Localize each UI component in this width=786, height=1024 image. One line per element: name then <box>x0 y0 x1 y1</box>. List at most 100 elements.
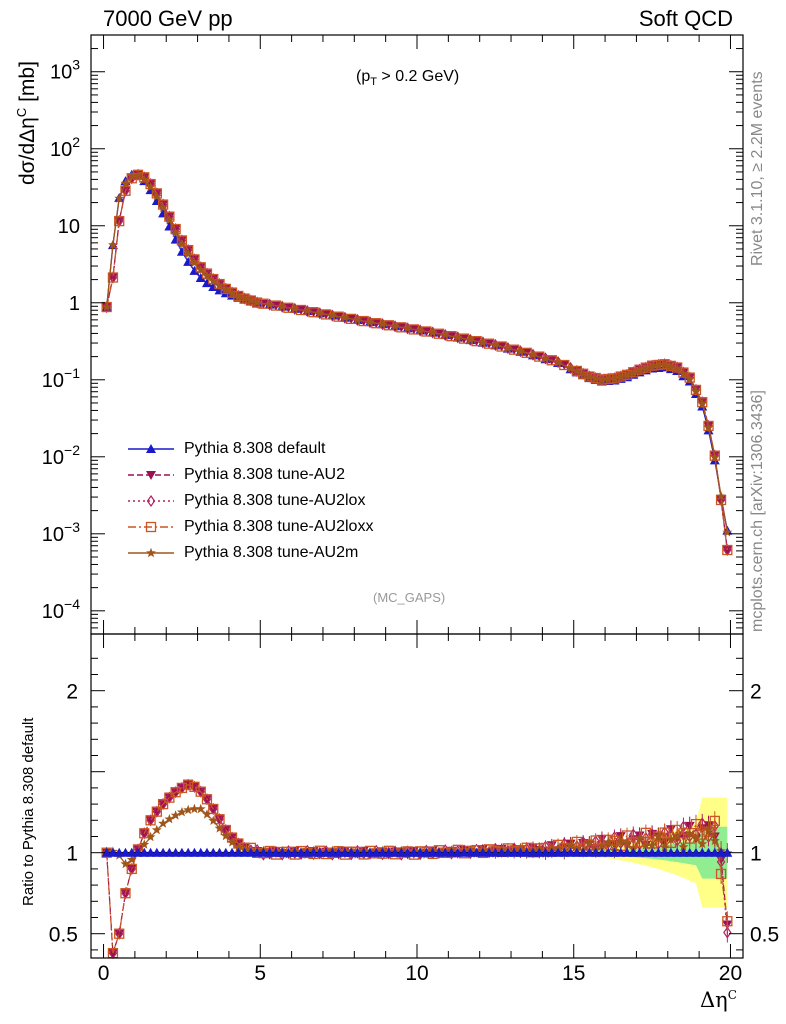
ratio-point-default <box>634 847 645 857</box>
analysis-name-label: (MC_GAPS) <box>373 590 446 605</box>
top-point-4 <box>647 361 657 371</box>
ratio-point-default <box>195 847 206 857</box>
y-tick-label: 1 <box>69 293 80 315</box>
ratio-point-default <box>133 847 144 857</box>
top-point-4 <box>427 327 438 337</box>
top-point-3 <box>107 272 119 283</box>
ratio-point-4 <box>158 818 168 828</box>
ratio-point-default <box>252 847 263 857</box>
top-point-4 <box>528 349 538 360</box>
ratio-point-4 <box>653 830 664 840</box>
top-point-3 <box>722 544 733 556</box>
ratio-point-3 <box>157 798 169 810</box>
ratio-point-default <box>227 847 238 857</box>
ratio-point-4 <box>189 803 200 814</box>
top-point-4 <box>314 308 325 318</box>
top-point-4 <box>565 363 576 373</box>
ratio-point-3 <box>139 828 150 839</box>
ratio-point-default <box>459 847 470 857</box>
legend-item-au2lox: Pythia 8.308 tune-AU2lox <box>126 488 373 514</box>
top-point-4 <box>252 297 263 307</box>
top-point-3 <box>120 185 131 196</box>
ratio-point-default <box>471 847 482 857</box>
top-point-4 <box>640 363 651 373</box>
ratio-y-tick-label-right: 2 <box>750 681 762 704</box>
ratio-point-default <box>559 847 570 857</box>
top-point-4 <box>722 527 733 537</box>
ratio-point-4 <box>684 828 695 838</box>
ratio-point-default <box>258 847 269 857</box>
y-tick-exponent: −1 <box>64 365 80 381</box>
ratio-point-3 <box>145 815 156 826</box>
top-point-0 <box>176 246 187 256</box>
y-tick-label: 102 <box>50 134 80 161</box>
ratio-point-default <box>578 847 589 857</box>
ratio-point-2 <box>723 926 732 939</box>
process-label: Soft QCD <box>638 6 733 31</box>
ratio-point-default <box>540 847 551 857</box>
top-point-4 <box>691 386 701 396</box>
ratio-point-default <box>183 847 194 857</box>
ratio-point-default <box>383 847 394 857</box>
ratio-point-default <box>678 847 689 857</box>
y-tick-exponent: −2 <box>64 442 80 458</box>
y-tick-base: 10 <box>42 370 64 392</box>
ratio-point-default <box>139 847 150 857</box>
top-point-4 <box>465 334 476 345</box>
ratio-point-default <box>421 847 432 857</box>
top-point-4 <box>672 363 683 373</box>
top-point-4 <box>177 239 187 249</box>
ratio-point-default <box>452 847 463 857</box>
x-tick-label: 20 <box>719 962 742 985</box>
ratio-point-default <box>672 847 683 857</box>
top-point-4 <box>622 370 632 380</box>
ratio-point-default <box>296 847 307 857</box>
top-point-4 <box>208 275 219 286</box>
ratio-point-default <box>126 847 137 857</box>
rivet-version-label: Rivet 3.1.10, ≥ 2.2M events <box>749 71 766 266</box>
top-point-4 <box>590 373 601 383</box>
ratio-point-default <box>220 847 231 857</box>
top-point-4 <box>239 293 250 304</box>
energy-label: 7000 GeV pp <box>103 6 233 31</box>
ratio-point-default <box>684 847 695 857</box>
legend-marker <box>146 547 156 558</box>
y-tick-label: 10−1 <box>42 365 80 392</box>
top-point-4 <box>277 301 288 311</box>
y-tick-base: 10 <box>42 524 64 546</box>
top-point-4 <box>164 215 175 225</box>
ratio-point-4 <box>183 804 194 815</box>
y-tick-base: 10 <box>58 216 80 238</box>
top-point-0 <box>170 234 181 244</box>
ratio-y-tick-label: 1 <box>66 843 78 866</box>
ratio-point-default <box>377 847 388 857</box>
top-point-0 <box>158 208 169 218</box>
top-point-4 <box>515 346 526 356</box>
ratio-point-default <box>603 847 614 857</box>
ratio-point-default <box>289 847 300 857</box>
legend-marker <box>145 521 157 533</box>
ratio-point-3 <box>183 779 194 790</box>
ratio-point-default <box>327 847 338 857</box>
x-tick-label: 15 <box>562 962 585 985</box>
legend-swatch-au2 <box>128 471 174 480</box>
top-point-4 <box>609 373 620 384</box>
top-point-4 <box>108 239 118 250</box>
ratio-y-tick-label-right: 0.5 <box>750 924 779 947</box>
top-point-4 <box>628 367 639 378</box>
ratio-point-4 <box>666 834 676 845</box>
ratio-point-4 <box>208 815 219 825</box>
top-point-4 <box>139 174 150 184</box>
legend-marker <box>146 444 156 453</box>
top-point-4 <box>578 369 589 379</box>
ratio-point-default <box>446 847 457 857</box>
top-point-0 <box>195 272 206 282</box>
ratio-point-default <box>571 847 582 857</box>
top-point-4 <box>571 366 582 376</box>
ratio-point-3 <box>176 782 188 794</box>
ratio-point-default <box>283 847 294 857</box>
top-point-0 <box>201 278 212 288</box>
top-point-4 <box>352 314 363 325</box>
ratio-y-axis-label: Ratio to Pythia 8.308 default <box>20 717 37 906</box>
